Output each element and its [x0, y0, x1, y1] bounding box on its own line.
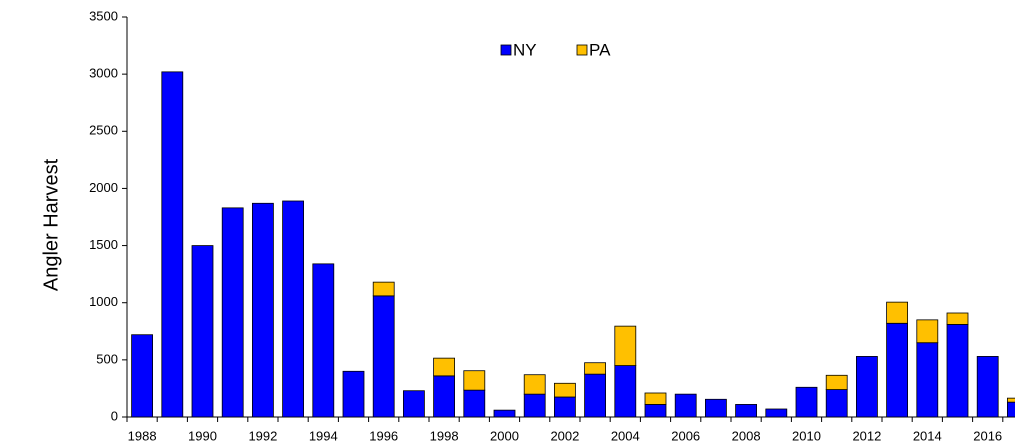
bar — [735, 404, 757, 418]
bar — [554, 382, 576, 398]
bar — [191, 245, 214, 418]
bar — [644, 392, 667, 405]
bar — [1007, 397, 1015, 403]
y-tick-label: 3500 — [89, 8, 118, 23]
x-tick-label: 2000 — [490, 428, 519, 443]
bar — [372, 295, 395, 418]
bar — [946, 324, 969, 418]
bar — [282, 200, 305, 418]
legend-label: PA — [589, 40, 611, 59]
bar — [765, 408, 788, 418]
bar — [674, 393, 697, 418]
bar — [886, 322, 908, 418]
y-axis-title: Angler Harvest — [40, 158, 62, 291]
bar — [705, 398, 727, 418]
legend-label: NY — [513, 40, 537, 59]
bar — [342, 370, 365, 418]
bar — [795, 386, 818, 418]
bar — [825, 389, 848, 418]
bar — [221, 207, 244, 418]
bar — [916, 342, 939, 418]
x-tick-label: 2012 — [852, 428, 881, 443]
bar — [886, 301, 908, 324]
x-tick-label: 1990 — [188, 428, 217, 443]
bar — [131, 334, 154, 418]
x-tick-label: 1988 — [128, 428, 157, 443]
bar — [402, 390, 425, 418]
bar — [312, 263, 335, 418]
bar — [856, 356, 878, 418]
x-tick-label: 2004 — [611, 428, 640, 443]
bar — [614, 365, 637, 418]
x-tick-label: 1992 — [248, 428, 277, 443]
x-tick-label: 2006 — [671, 428, 700, 443]
bar — [916, 319, 939, 344]
x-tick-label: 2014 — [913, 428, 942, 443]
bar — [493, 409, 516, 418]
bar — [523, 393, 546, 418]
bar — [161, 71, 184, 418]
bar — [433, 375, 456, 418]
bar — [614, 325, 637, 366]
x-tick-label: 2002 — [550, 428, 579, 443]
y-tick-label: 1500 — [89, 237, 118, 252]
x-tick-label: 2010 — [792, 428, 821, 443]
bar — [976, 356, 999, 418]
bar — [644, 404, 667, 418]
bar — [825, 374, 848, 390]
bar — [523, 374, 546, 395]
y-tick-label: 500 — [96, 351, 118, 366]
bar — [1007, 401, 1015, 418]
bar — [554, 396, 576, 418]
bar — [584, 373, 606, 418]
bar — [372, 281, 395, 297]
y-tick-label: 2000 — [89, 180, 118, 195]
y-tick-label: 2500 — [89, 123, 118, 138]
bar — [946, 312, 969, 325]
x-tick-label: 2008 — [732, 428, 761, 443]
x-tick-label: 2016 — [973, 428, 1002, 443]
y-tick-label: 1000 — [89, 294, 118, 309]
x-tick-label: 1996 — [369, 428, 398, 443]
y-tick-label: 3000 — [89, 66, 118, 81]
bar — [463, 370, 486, 391]
bar — [584, 362, 606, 375]
y-tick-label: 0 — [111, 408, 118, 423]
legend-swatch — [500, 44, 512, 56]
bar — [463, 389, 486, 418]
bar — [433, 357, 456, 377]
x-tick-label: 1994 — [309, 428, 338, 443]
legend-swatch — [576, 44, 588, 56]
x-tick-label: 1998 — [430, 428, 459, 443]
bar — [251, 202, 274, 418]
